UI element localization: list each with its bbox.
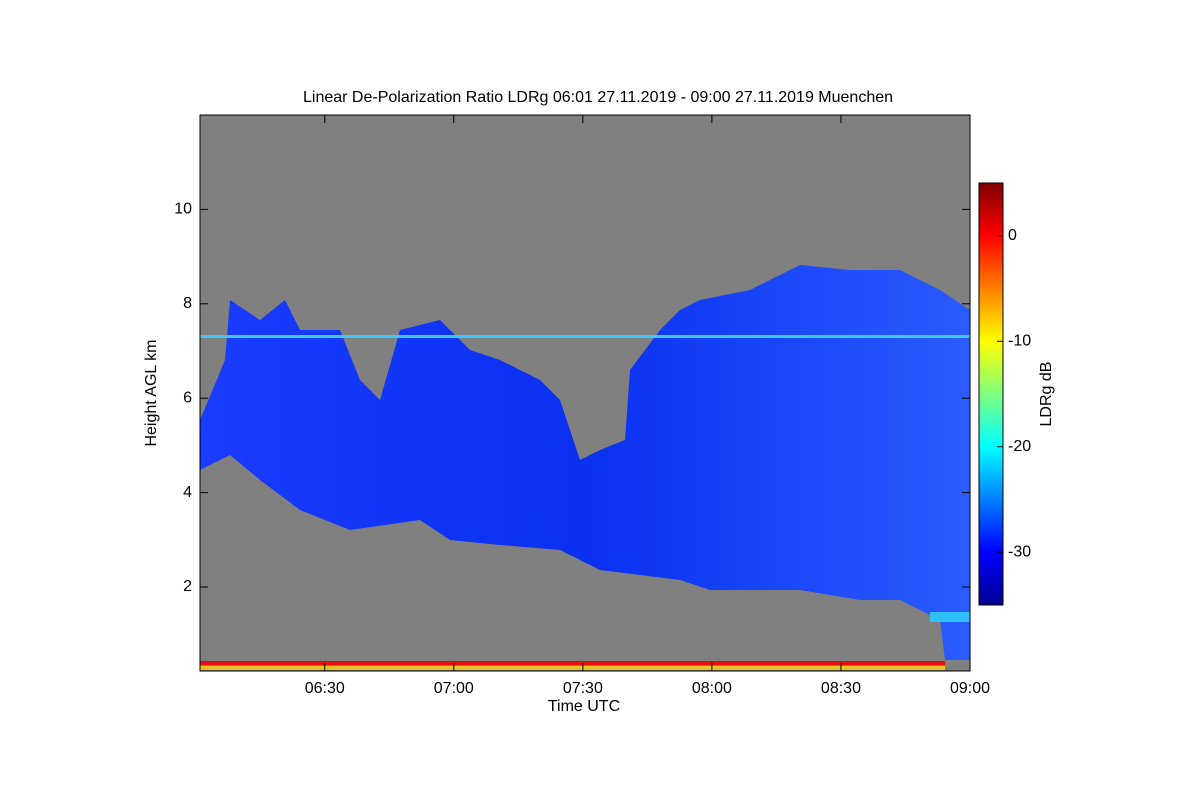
- x-tick-label: 06:30: [305, 680, 345, 697]
- ldr-field: [200, 265, 970, 670]
- near-ground-layer: [200, 661, 945, 665]
- near-ground-layer: [200, 666, 945, 670]
- artifact-line: [200, 335, 970, 338]
- colorbar-tick-label: -20: [1008, 438, 1031, 455]
- colorbar-tick-label: 0: [1008, 227, 1017, 244]
- x-tick-label: 08:00: [692, 680, 732, 697]
- x-tick-label: 07:30: [563, 680, 603, 697]
- y-tick-label: 10: [174, 201, 192, 218]
- y-tick-label: 2: [183, 578, 192, 595]
- y-axis-title: Height AGL km: [143, 339, 160, 446]
- y-tick-label: 8: [183, 295, 192, 312]
- low-layer: [930, 612, 970, 622]
- x-tick-label: 09:00: [950, 680, 990, 697]
- chart-title: Linear De-Polarization Ratio LDRg 06:01 …: [303, 89, 893, 106]
- colorbar-title: LDRg dB: [1038, 362, 1055, 427]
- colorbar-tick-label: -10: [1008, 332, 1031, 349]
- plot-frame: [199, 114, 971, 672]
- x-tick-label: 08:30: [821, 680, 861, 697]
- colorbar-tick-label: -30: [1008, 543, 1031, 560]
- x-tick-label: 07:00: [434, 680, 474, 697]
- y-tick-label: 4: [183, 484, 192, 501]
- y-tick-label: 6: [183, 389, 192, 406]
- cloud-region: [200, 265, 970, 660]
- colorbar: [978, 182, 1004, 606]
- x-axis-title: Time UTC: [548, 698, 620, 715]
